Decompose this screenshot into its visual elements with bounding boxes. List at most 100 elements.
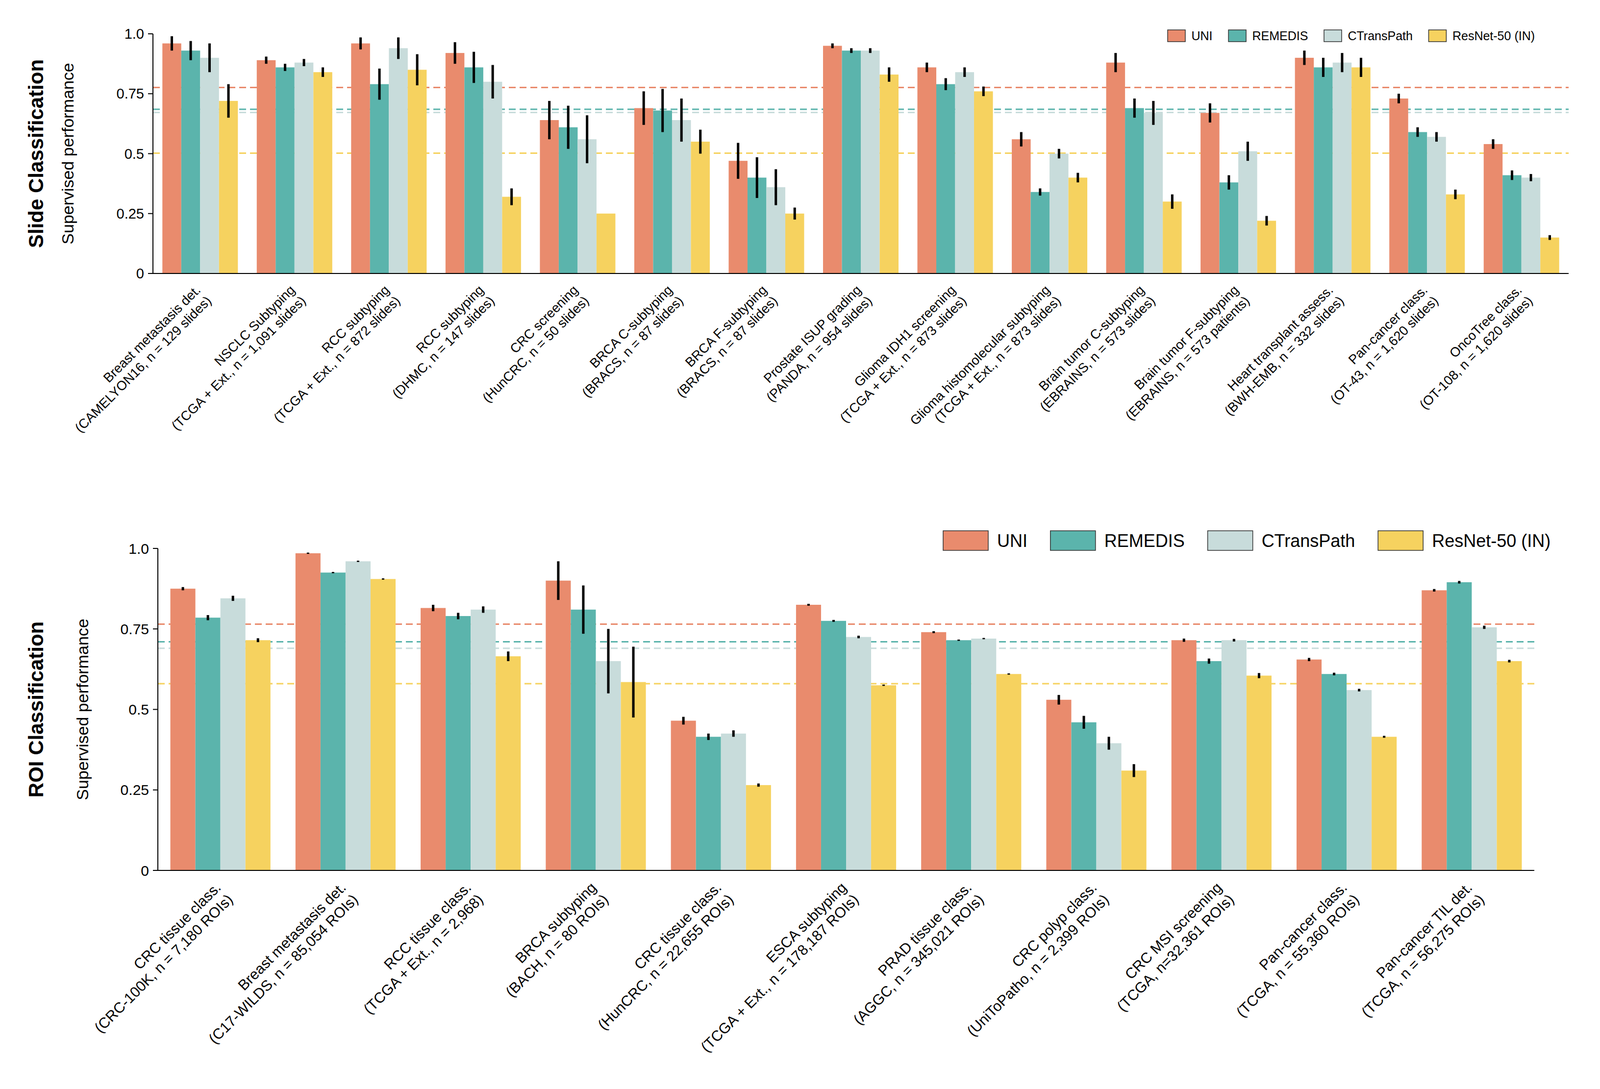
error-bar bbox=[1482, 625, 1486, 630]
title: Slide Classification bbox=[24, 59, 48, 249]
error-bar bbox=[1007, 673, 1010, 675]
bar bbox=[936, 84, 956, 274]
error-bar bbox=[1232, 639, 1236, 642]
error-bar bbox=[381, 578, 385, 580]
x-tick-label: CRC polyp class.(UniToPatho, n = 2,399 R… bbox=[951, 879, 1112, 1040]
bar bbox=[1521, 177, 1541, 274]
bar bbox=[871, 685, 897, 871]
error-bar bbox=[1114, 52, 1117, 73]
bar bbox=[1144, 112, 1164, 274]
x-tick-label: RCC subtyping(DHMC, n = 147 slides) bbox=[378, 282, 498, 401]
error-bar bbox=[227, 84, 230, 118]
error-bar bbox=[1171, 194, 1174, 209]
error-bar bbox=[556, 561, 560, 600]
y-tick bbox=[152, 870, 158, 872]
bar bbox=[1125, 108, 1145, 274]
y-tick bbox=[148, 213, 153, 215]
bar bbox=[295, 553, 321, 871]
bar bbox=[1238, 151, 1258, 274]
bar bbox=[1502, 175, 1522, 274]
x-tick-label: Pan-cancer TIL det.(TCGA, n = 56,275 ROI… bbox=[1346, 879, 1488, 1021]
bar bbox=[345, 561, 371, 871]
legend-swatch bbox=[943, 530, 989, 551]
error-bar bbox=[869, 48, 872, 53]
bar bbox=[539, 120, 559, 274]
error-bar bbox=[581, 585, 585, 635]
error-bar bbox=[850, 48, 853, 53]
legend-label: CTransPath bbox=[1347, 28, 1413, 43]
bar bbox=[407, 69, 427, 274]
bar bbox=[821, 621, 847, 871]
x-tick-label: OncoTree class.(OT-108, n = 1,620 slides… bbox=[1405, 282, 1536, 412]
bar bbox=[1071, 722, 1097, 871]
error-bar bbox=[1357, 688, 1361, 692]
error-bar bbox=[982, 86, 985, 97]
y-tick bbox=[152, 628, 158, 630]
legend-label: CTransPath bbox=[1261, 530, 1356, 551]
error-bar bbox=[491, 65, 495, 99]
error-bar bbox=[472, 51, 475, 84]
y-axis-label: Supervised performance bbox=[73, 618, 92, 800]
y-axis-label: Supervised performance bbox=[58, 62, 77, 245]
error-bar bbox=[1302, 50, 1306, 65]
bar bbox=[470, 609, 496, 871]
bar bbox=[464, 67, 484, 274]
x-tick-label: Brain tumor C-subtyping(EBRAINS, n = 573… bbox=[1026, 282, 1159, 415]
error-bar bbox=[585, 115, 589, 164]
x-tick-label: BRCA subtyping(BACH, n = 80 ROIs) bbox=[490, 879, 612, 1000]
bar bbox=[879, 74, 900, 274]
bar bbox=[1106, 62, 1126, 274]
bar bbox=[1049, 153, 1069, 275]
bar bbox=[200, 57, 220, 274]
bar bbox=[696, 736, 722, 871]
x-tick-label: Heart transplant assess.(BWH-EMB, n = 33… bbox=[1210, 282, 1347, 419]
bar bbox=[1446, 582, 1472, 871]
error-bar bbox=[1246, 141, 1250, 161]
bar bbox=[1196, 661, 1222, 871]
error-bar bbox=[1182, 638, 1186, 643]
error-bar bbox=[680, 98, 683, 142]
y-tick bbox=[148, 33, 153, 35]
bar bbox=[313, 72, 333, 274]
error-bar bbox=[189, 41, 193, 61]
x-tick-label: CRC MSI screening(TCGA, n=32,361 ROIs) bbox=[1101, 879, 1237, 1015]
title: ROI Classification bbox=[24, 621, 48, 798]
bar bbox=[1046, 700, 1072, 871]
bar bbox=[1200, 112, 1220, 274]
error-bar bbox=[181, 587, 185, 591]
legend-label: REMEDIS bbox=[1104, 530, 1185, 551]
x-tick-label: CRC tissue class.(CRC-100K, n = 7,180 RO… bbox=[79, 879, 236, 1036]
legend-swatch bbox=[1207, 530, 1253, 551]
bar bbox=[1471, 627, 1497, 871]
error-bar bbox=[416, 54, 419, 86]
error-bar bbox=[925, 62, 928, 73]
bar bbox=[746, 785, 772, 871]
error-bar bbox=[170, 36, 174, 51]
error-bar bbox=[265, 56, 268, 64]
bar bbox=[1162, 201, 1182, 274]
error-bar bbox=[1510, 170, 1514, 181]
error-bar bbox=[707, 733, 710, 741]
error-bar bbox=[256, 638, 260, 643]
error-bar bbox=[1432, 589, 1436, 592]
bar bbox=[545, 580, 571, 871]
bar bbox=[1219, 182, 1239, 274]
bar bbox=[1221, 640, 1247, 871]
y-tick bbox=[152, 709, 158, 711]
error-bar bbox=[1038, 188, 1042, 196]
error-bar bbox=[378, 68, 381, 100]
error-bar bbox=[1208, 103, 1212, 123]
error-bar bbox=[957, 639, 960, 642]
bar bbox=[974, 91, 994, 274]
legend-label: REMEDIS bbox=[1252, 28, 1309, 43]
bar bbox=[170, 588, 196, 871]
y-tick bbox=[148, 153, 153, 155]
x-tick-label: ESCA subtyping(TCGA + Ext., n = 178,187 … bbox=[685, 879, 862, 1056]
error-bar bbox=[832, 620, 835, 623]
error-bar bbox=[283, 63, 287, 72]
error-bar bbox=[757, 783, 760, 788]
error-bar bbox=[208, 43, 211, 73]
error-bar bbox=[506, 651, 510, 662]
error-bar bbox=[1107, 736, 1111, 750]
error-bar bbox=[932, 631, 935, 634]
